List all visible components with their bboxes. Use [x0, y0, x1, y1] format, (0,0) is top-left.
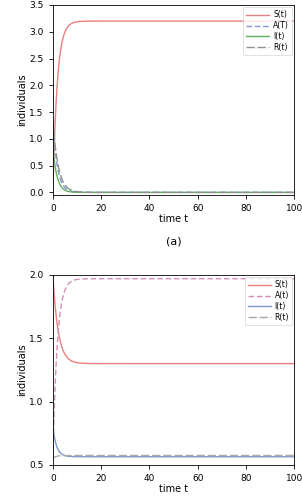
- S(t): [288, 18, 292, 24]
- S(t): [293, 18, 296, 24]
- A(T): [144, 190, 147, 196]
- S(t): [262, 18, 265, 24]
- S(t): [262, 360, 265, 366]
- X-axis label: time t: time t: [159, 484, 188, 494]
- S(t): [154, 360, 158, 366]
- R(t): [144, 190, 147, 196]
- S(t): [215, 18, 219, 24]
- R(t): [288, 190, 291, 196]
- A(T): [154, 190, 158, 196]
- A(T): [288, 190, 291, 196]
- S(t): [144, 360, 147, 366]
- R(t): [79, 452, 82, 458]
- R(t): [262, 452, 265, 458]
- Line: I(t): I(t): [53, 147, 294, 192]
- R(t): [51, 117, 55, 123]
- R(t): [293, 190, 296, 196]
- Line: A(T): A(T): [53, 120, 294, 192]
- S(t): [51, 272, 55, 278]
- S(t): [293, 360, 296, 366]
- I(t): [93, 190, 97, 196]
- I(t): [51, 144, 55, 150]
- Y-axis label: individuals: individuals: [17, 344, 27, 396]
- Line: S(t): S(t): [53, 275, 294, 364]
- R(t): [51, 456, 55, 462]
- R(t): [154, 190, 158, 196]
- I(t): [293, 190, 296, 196]
- A(t): [93, 276, 97, 281]
- A(T): [93, 190, 97, 196]
- A(t): [214, 276, 218, 281]
- R(t): [153, 452, 156, 458]
- A(t): [288, 276, 292, 281]
- I(t): [154, 190, 158, 196]
- R(t): [262, 190, 265, 196]
- R(t): [93, 452, 97, 458]
- R(t): [293, 452, 296, 458]
- S(t): [79, 18, 82, 24]
- Line: A(t): A(t): [53, 278, 294, 458]
- S(t): [288, 360, 292, 366]
- Line: S(t): S(t): [53, 21, 294, 192]
- Line: I(t): I(t): [53, 427, 294, 457]
- I(t): [79, 454, 82, 460]
- A(t): [154, 276, 158, 281]
- I(t): [144, 190, 147, 196]
- A(T): [262, 190, 265, 196]
- S(t): [93, 18, 97, 24]
- I(t): [262, 190, 265, 196]
- Y-axis label: individuals: individuals: [17, 74, 27, 126]
- A(t): [144, 276, 147, 281]
- Line: R(t): R(t): [53, 120, 294, 192]
- R(t): [144, 452, 147, 458]
- I(t): [154, 454, 158, 460]
- Legend: S(t), A(t), I(t), R(t): S(t), A(t), I(t), R(t): [245, 277, 292, 325]
- R(t): [93, 190, 97, 196]
- I(t): [144, 454, 147, 460]
- I(t): [79, 190, 82, 196]
- R(t): [154, 452, 158, 458]
- I(t): [293, 454, 296, 460]
- Line: R(t): R(t): [53, 456, 294, 458]
- I(t): [288, 190, 291, 196]
- A(t): [51, 456, 55, 462]
- A(T): [51, 117, 55, 123]
- I(t): [51, 424, 55, 430]
- R(t): [288, 452, 292, 458]
- X-axis label: time t: time t: [159, 214, 188, 224]
- R(t): [79, 189, 82, 195]
- A(t): [79, 276, 82, 282]
- S(t): [51, 190, 55, 196]
- Text: (a): (a): [166, 237, 182, 247]
- I(t): [288, 454, 292, 460]
- I(t): [262, 454, 265, 460]
- S(t): [154, 18, 158, 24]
- S(t): [79, 360, 82, 366]
- A(T): [79, 190, 82, 196]
- S(t): [246, 360, 250, 366]
- A(t): [293, 276, 296, 281]
- A(T): [293, 190, 296, 196]
- S(t): [144, 18, 147, 24]
- Legend: S(t), A(T), I(t), R(t): S(t), A(T), I(t), R(t): [243, 8, 292, 55]
- S(t): [93, 360, 97, 366]
- A(t): [262, 276, 265, 281]
- I(t): [93, 454, 97, 460]
- I(t): [185, 454, 188, 460]
